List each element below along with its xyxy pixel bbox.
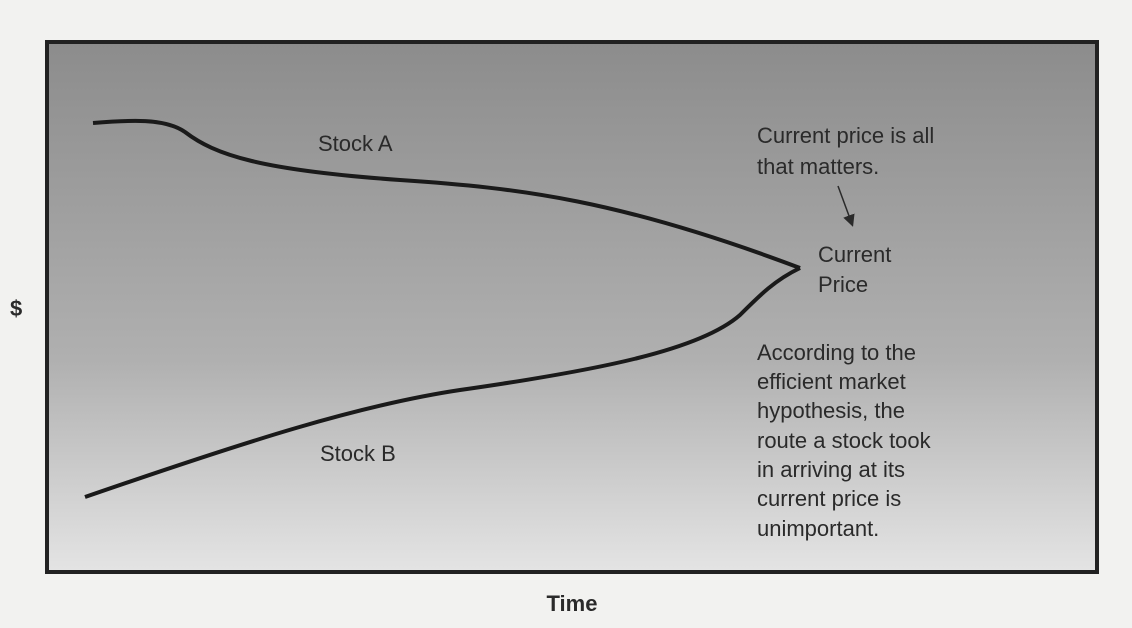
note-line: Current price is all [757, 123, 934, 148]
curve-label: Stock B [320, 441, 396, 466]
point-line: Price [818, 272, 868, 297]
stock-a-curve [92, 118, 801, 270]
explanation-line: in arriving at its [757, 457, 905, 482]
explanation-line: According to the [757, 340, 916, 365]
point-line: Current [818, 242, 891, 267]
explanation-line: route a stock took [757, 428, 932, 453]
curve-label: Stock A [318, 131, 393, 156]
x-label: Time [547, 591, 598, 616]
stock-b-curve [84, 266, 801, 499]
explanation-line: unimportant. [757, 516, 879, 541]
note-line: that matters. [757, 154, 879, 179]
y-label: $ [10, 296, 22, 321]
explanation-line: efficient market [757, 369, 906, 394]
frame [45, 40, 1099, 574]
explanation-line: current price is [757, 486, 901, 511]
explanation-line: hypothesis, the [757, 398, 905, 423]
arrow [837, 185, 855, 227]
